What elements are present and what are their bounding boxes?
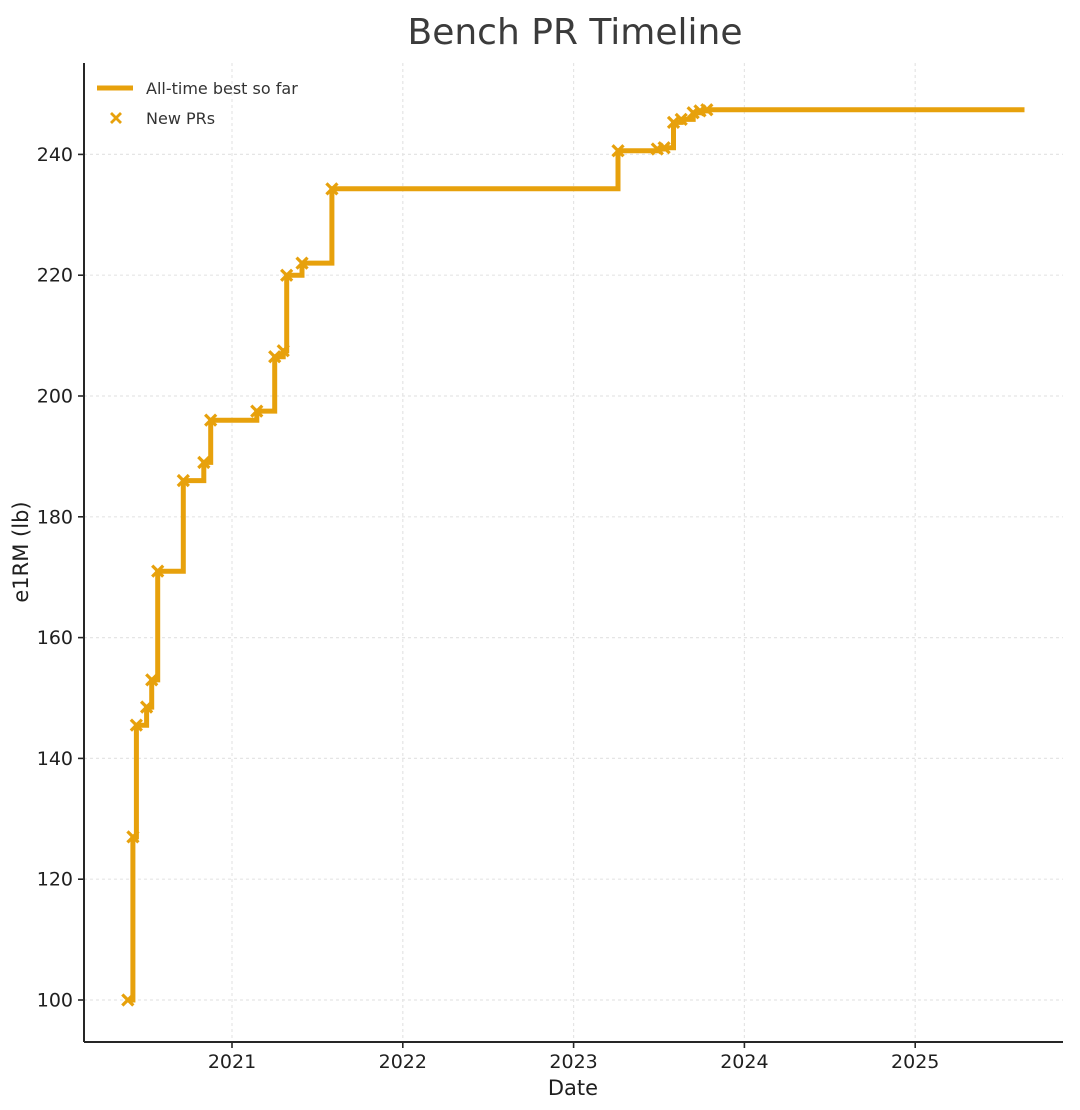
chart-title: Bench PR Timeline [408, 12, 743, 53]
gridlines [84, 63, 1063, 1042]
legend: All-time best so far New PRs [97, 79, 298, 128]
x-axis-label: Date [548, 1076, 598, 1100]
new-pr-marker [121, 993, 135, 1007]
legend-label-new-prs: New PRs [146, 109, 215, 128]
new-pr-marker [126, 830, 140, 844]
x-tick-label: 2025 [891, 1051, 939, 1073]
new-pr-marker [139, 700, 154, 714]
y-tick-label: 180 [37, 506, 73, 528]
y-axis-label: e1RM (lb) [9, 501, 33, 602]
new-pr-marker [276, 344, 290, 358]
y-tick-label: 240 [37, 144, 73, 166]
new-pr-marker [295, 256, 309, 270]
legend-x-marker-icon [110, 112, 122, 124]
axes: 100 120 140 160 180 200 220 240 2021 2022 2023 2024… [37, 63, 1063, 1073]
x-tick-label: 2024 [720, 1051, 768, 1073]
y-tick-label: 140 [37, 748, 73, 770]
y-tick-label: 120 [37, 869, 73, 891]
y-tick-label: 160 [37, 627, 73, 649]
x-tick-label: 2021 [208, 1051, 256, 1073]
new-pr-marker [611, 144, 625, 158]
pr-step-line [127, 107, 1025, 1003]
new-pr-marker [129, 718, 143, 732]
x-tick-label: 2023 [549, 1051, 597, 1073]
new-pr-marker [145, 673, 159, 687]
legend-label-all-time-best: All-time best so far [146, 79, 298, 98]
new-pr-marker [176, 473, 190, 488]
y-tick-label: 100 [37, 990, 73, 1012]
y-tick-label: 200 [37, 386, 73, 408]
new-pr-marker [700, 103, 714, 117]
new-pr-marker [197, 455, 211, 470]
new-pr-marker [151, 564, 165, 578]
new-pr-marker [268, 350, 282, 364]
pr-markers [121, 103, 714, 1007]
new-pr-marker [325, 182, 339, 196]
new-pr-marker [280, 268, 294, 282]
new-pr-marker [250, 404, 264, 418]
new-pr-marker [666, 115, 681, 130]
all-time-best-step-line [127, 107, 1025, 1003]
new-pr-marker [657, 141, 671, 155]
y-tick-label: 220 [37, 265, 73, 287]
x-tick-label: 2022 [379, 1051, 427, 1073]
new-pr-marker [204, 413, 218, 427]
new-pr-marker [674, 112, 688, 126]
